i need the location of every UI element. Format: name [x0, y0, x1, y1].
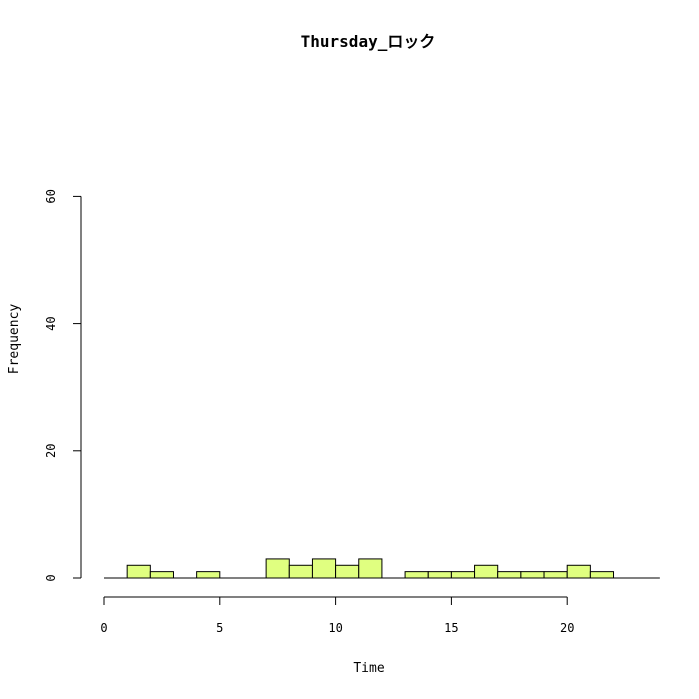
histogram-bar-10 [450, 571, 476, 579]
histogram-bar-0 [126, 564, 151, 579]
histogram-bar-11 [474, 564, 499, 579]
histogram-bar-14 [543, 571, 568, 579]
histogram-bar-15 [566, 564, 591, 579]
histogram-bar-5 [311, 558, 337, 579]
histogram-bar-4 [288, 564, 313, 579]
histogram-bar-13 [520, 571, 545, 579]
bar-group [104, 558, 660, 579]
x-tick-label: 5 [216, 621, 223, 635]
y-axis: 0 20 40 60 [44, 189, 82, 582]
x-axis: 0 5 10 15 20 [100, 596, 574, 635]
x-tick-label: 15 [444, 621, 458, 635]
x-tick-label: 20 [560, 621, 574, 635]
y-tick-label: 20 [44, 444, 58, 458]
histogram-bar-2 [196, 571, 221, 579]
y-tick-label: 60 [44, 189, 58, 203]
chart-title: Thursday_ロック [301, 32, 436, 51]
histogram-bar-6 [335, 564, 360, 579]
y-axis-label: Frequency [7, 304, 22, 375]
histogram-bar-9 [427, 571, 452, 579]
histogram-bar-16 [589, 571, 615, 579]
histogram-bar-7 [358, 558, 383, 579]
x-axis-label: Time [353, 661, 384, 676]
histogram-bar-3 [265, 558, 290, 579]
x-tick-label: 0 [100, 621, 107, 635]
histogram-bar-8 [404, 571, 429, 579]
y-tick-label: 0 [44, 574, 58, 581]
histogram-bar-12 [497, 571, 522, 579]
x-tick-label: 10 [328, 621, 342, 635]
y-tick-label: 40 [44, 316, 58, 330]
histogram-bar-1 [149, 571, 174, 579]
